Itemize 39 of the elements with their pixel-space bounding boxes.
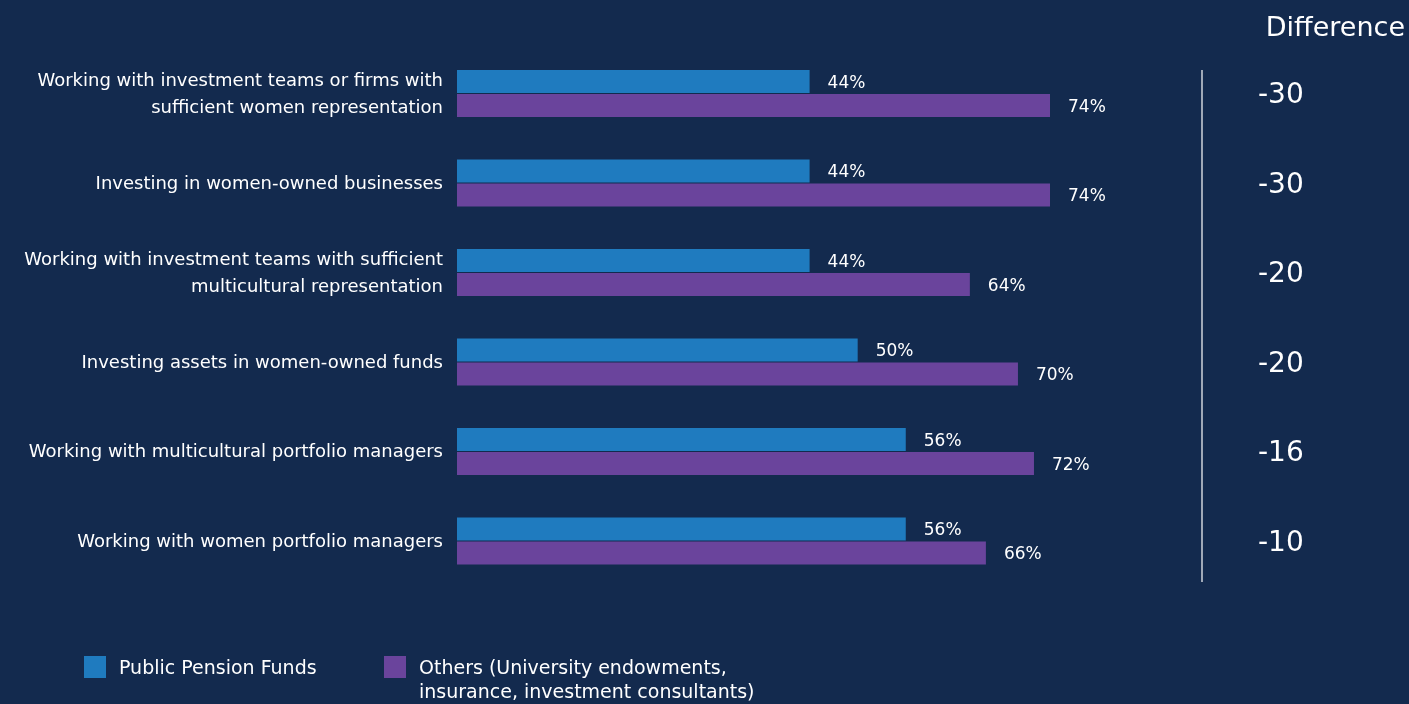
text: -30 [1258,166,1304,200]
legend-label: Public Pension Funds [119,656,317,678]
bar [457,541,986,565]
bar [457,249,810,272]
text: -20 [1258,345,1304,379]
bar [457,273,970,296]
y-tick-label: Working with women portfolio managers [77,529,443,551]
data-label: 50% [875,340,914,360]
bar [457,338,858,362]
y-tick-label: Investing assets in women-owned funds [81,350,443,372]
data-label: 44% [827,161,866,181]
y-tick-label: Investing in women-owned businesses [95,171,443,193]
text: -30 [1258,77,1304,110]
bar [457,452,1034,475]
bar [457,362,1018,386]
bar [457,159,810,183]
data-label: 44% [827,250,866,271]
bar [457,70,810,93]
data-label: 44% [827,71,866,92]
bar [457,517,906,541]
data-label: 64% [987,274,1026,295]
y-tick-label: Working with investment teams with sufficient multicultural representation [24,247,443,296]
data-label: 72% [1051,453,1090,474]
data-label: 66% [1003,543,1042,563]
text: Difference [1265,11,1405,42]
y-tick-label: Working with investment teams or firms with sufficient women representation [37,68,443,117]
data-label: 56% [923,429,962,450]
text: -20 [1258,256,1304,289]
y-tick-label: Working with multicultural portfolio managers [28,440,443,461]
bar [457,428,906,451]
data-label: 56% [923,519,962,539]
data-label: 70% [1035,364,1074,384]
bar [457,183,1050,207]
data-label: 74% [1068,95,1106,116]
text: -16 [1258,435,1304,468]
legend-label: Others (University endowments, insurance, investment consultants) [419,656,755,702]
bar [457,94,1050,117]
data-label: 74% [1068,185,1106,205]
text: -10 [1258,524,1304,558]
